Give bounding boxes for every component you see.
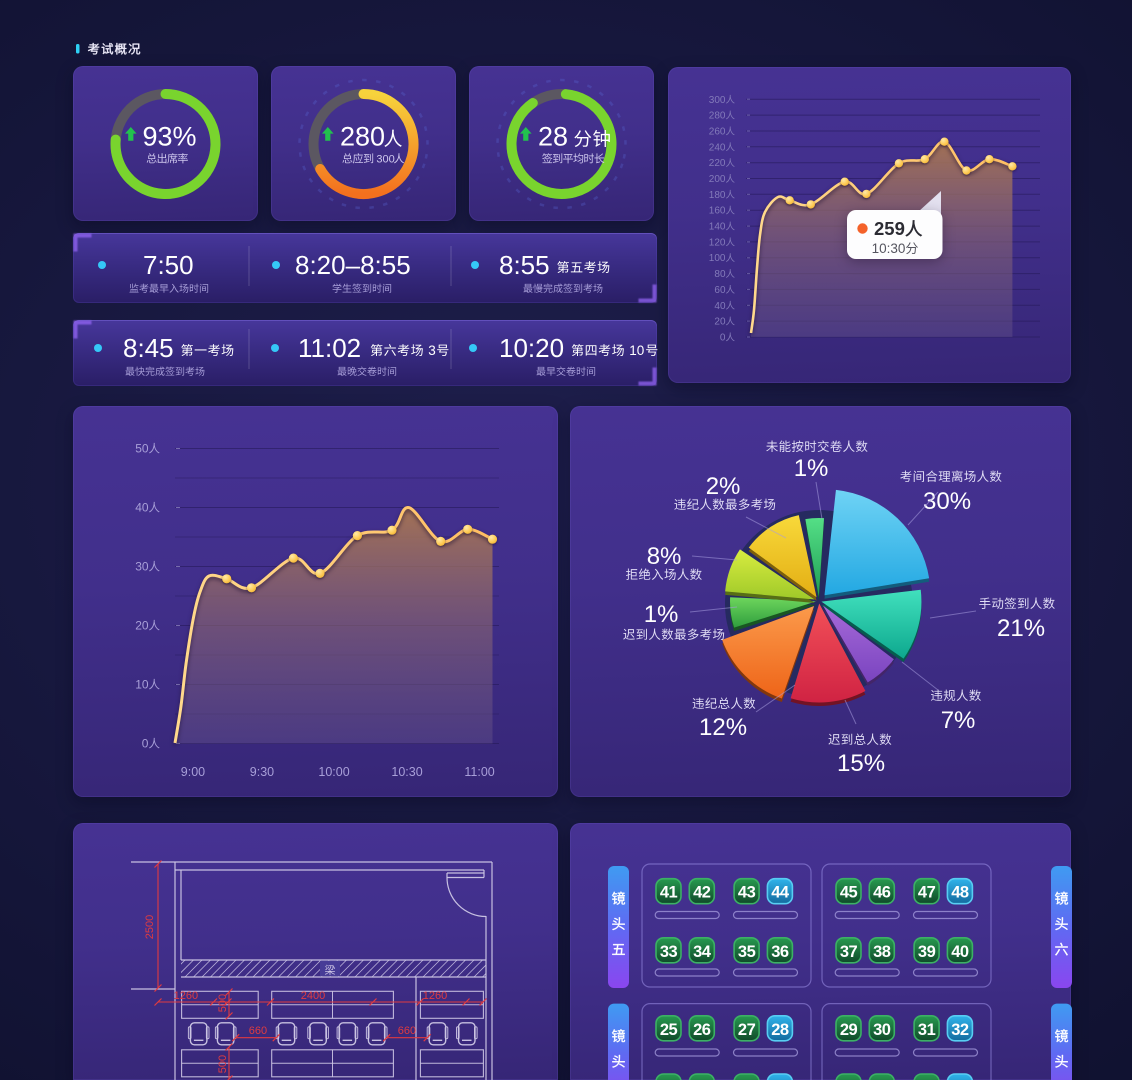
svg-text:180: 180 — [709, 190, 726, 201]
svg-text:30: 30 — [135, 560, 149, 574]
svg-text:2400: 2400 — [301, 990, 325, 1002]
svg-text:2500: 2500 — [144, 915, 156, 939]
svg-text:200: 200 — [709, 174, 726, 185]
svg-text:280: 280 — [709, 111, 726, 122]
svg-text:660: 660 — [249, 1025, 267, 1037]
svg-text:500: 500 — [217, 994, 229, 1012]
svg-text:8:55: 8:55 — [499, 250, 550, 280]
svg-text:10: 10 — [135, 678, 149, 692]
svg-text:100: 100 — [709, 253, 726, 264]
svg-text:9:00: 9:00 — [181, 765, 205, 779]
svg-text:32: 32 — [951, 1021, 969, 1039]
svg-text:33: 33 — [660, 943, 678, 961]
svg-text:34: 34 — [693, 943, 712, 961]
svg-text:93%: 93% — [143, 122, 197, 152]
svg-text:20: 20 — [714, 317, 726, 328]
svg-text:160: 160 — [709, 206, 726, 217]
svg-text:140: 140 — [709, 222, 726, 233]
svg-text:1260: 1260 — [423, 990, 447, 1002]
svg-text:1%: 1% — [794, 455, 829, 482]
svg-text:27: 27 — [738, 1021, 756, 1039]
svg-text:35: 35 — [738, 943, 756, 961]
svg-text:37: 37 — [840, 943, 858, 961]
svg-text:300: 300 — [376, 154, 394, 166]
svg-text:300: 300 — [709, 95, 726, 106]
svg-text:2%: 2% — [706, 473, 741, 500]
svg-text:43: 43 — [738, 884, 756, 902]
svg-text:40: 40 — [714, 301, 726, 312]
svg-text:0: 0 — [720, 333, 726, 344]
svg-text:8:20–8:55: 8:20–8:55 — [295, 250, 411, 280]
svg-text:30%: 30% — [923, 488, 971, 515]
svg-text:10:30: 10:30 — [872, 241, 906, 256]
svg-text:10: 10 — [629, 343, 644, 358]
svg-text:39: 39 — [918, 943, 936, 961]
svg-text:26: 26 — [693, 1021, 711, 1039]
svg-text:7:50: 7:50 — [143, 250, 194, 280]
svg-text:259: 259 — [874, 218, 905, 239]
svg-text:0: 0 — [142, 737, 149, 751]
svg-text:38: 38 — [873, 943, 891, 961]
svg-text:20: 20 — [135, 619, 149, 633]
svg-text:9:30: 9:30 — [250, 765, 274, 779]
svg-text:41: 41 — [660, 884, 678, 902]
svg-text:10:30: 10:30 — [391, 765, 422, 779]
svg-text:28: 28 — [538, 122, 568, 152]
svg-text:36: 36 — [771, 943, 789, 961]
svg-text:40: 40 — [135, 501, 149, 515]
svg-text:280: 280 — [340, 122, 385, 152]
svg-text:1260: 1260 — [174, 990, 198, 1002]
svg-text:46: 46 — [873, 884, 891, 902]
svg-text:45: 45 — [840, 884, 858, 902]
svg-text:50: 50 — [135, 442, 149, 456]
svg-text:11:02: 11:02 — [298, 333, 361, 363]
svg-text:10:00: 10:00 — [318, 765, 349, 779]
svg-text:11:00: 11:00 — [464, 765, 494, 779]
svg-text:25: 25 — [660, 1021, 678, 1039]
svg-text:8%: 8% — [647, 543, 682, 570]
svg-text:42: 42 — [693, 884, 711, 902]
svg-text:80: 80 — [714, 269, 726, 280]
svg-text:47: 47 — [918, 884, 936, 902]
svg-text:44: 44 — [771, 884, 790, 902]
svg-text:500: 500 — [217, 1055, 229, 1073]
svg-text:660: 660 — [398, 1025, 416, 1037]
svg-text:60: 60 — [714, 285, 726, 296]
svg-text:21%: 21% — [997, 615, 1045, 642]
svg-text:15%: 15% — [837, 750, 885, 777]
svg-text:10:20: 10:20 — [499, 333, 564, 363]
svg-text:31: 31 — [918, 1021, 936, 1039]
svg-text:1%: 1% — [644, 601, 679, 628]
svg-text:240: 240 — [709, 142, 726, 153]
svg-text:220: 220 — [709, 158, 726, 169]
svg-text:120: 120 — [709, 237, 726, 248]
svg-text:260: 260 — [709, 127, 726, 138]
svg-text:30: 30 — [873, 1021, 891, 1039]
svg-text:40: 40 — [951, 943, 969, 961]
svg-text:28: 28 — [771, 1021, 789, 1039]
svg-text:8:45: 8:45 — [123, 333, 174, 363]
svg-text:48: 48 — [951, 884, 969, 902]
svg-text:12%: 12% — [699, 714, 747, 741]
svg-text:7%: 7% — [941, 707, 976, 734]
svg-text:29: 29 — [840, 1021, 858, 1039]
svg-text:3: 3 — [428, 343, 436, 358]
